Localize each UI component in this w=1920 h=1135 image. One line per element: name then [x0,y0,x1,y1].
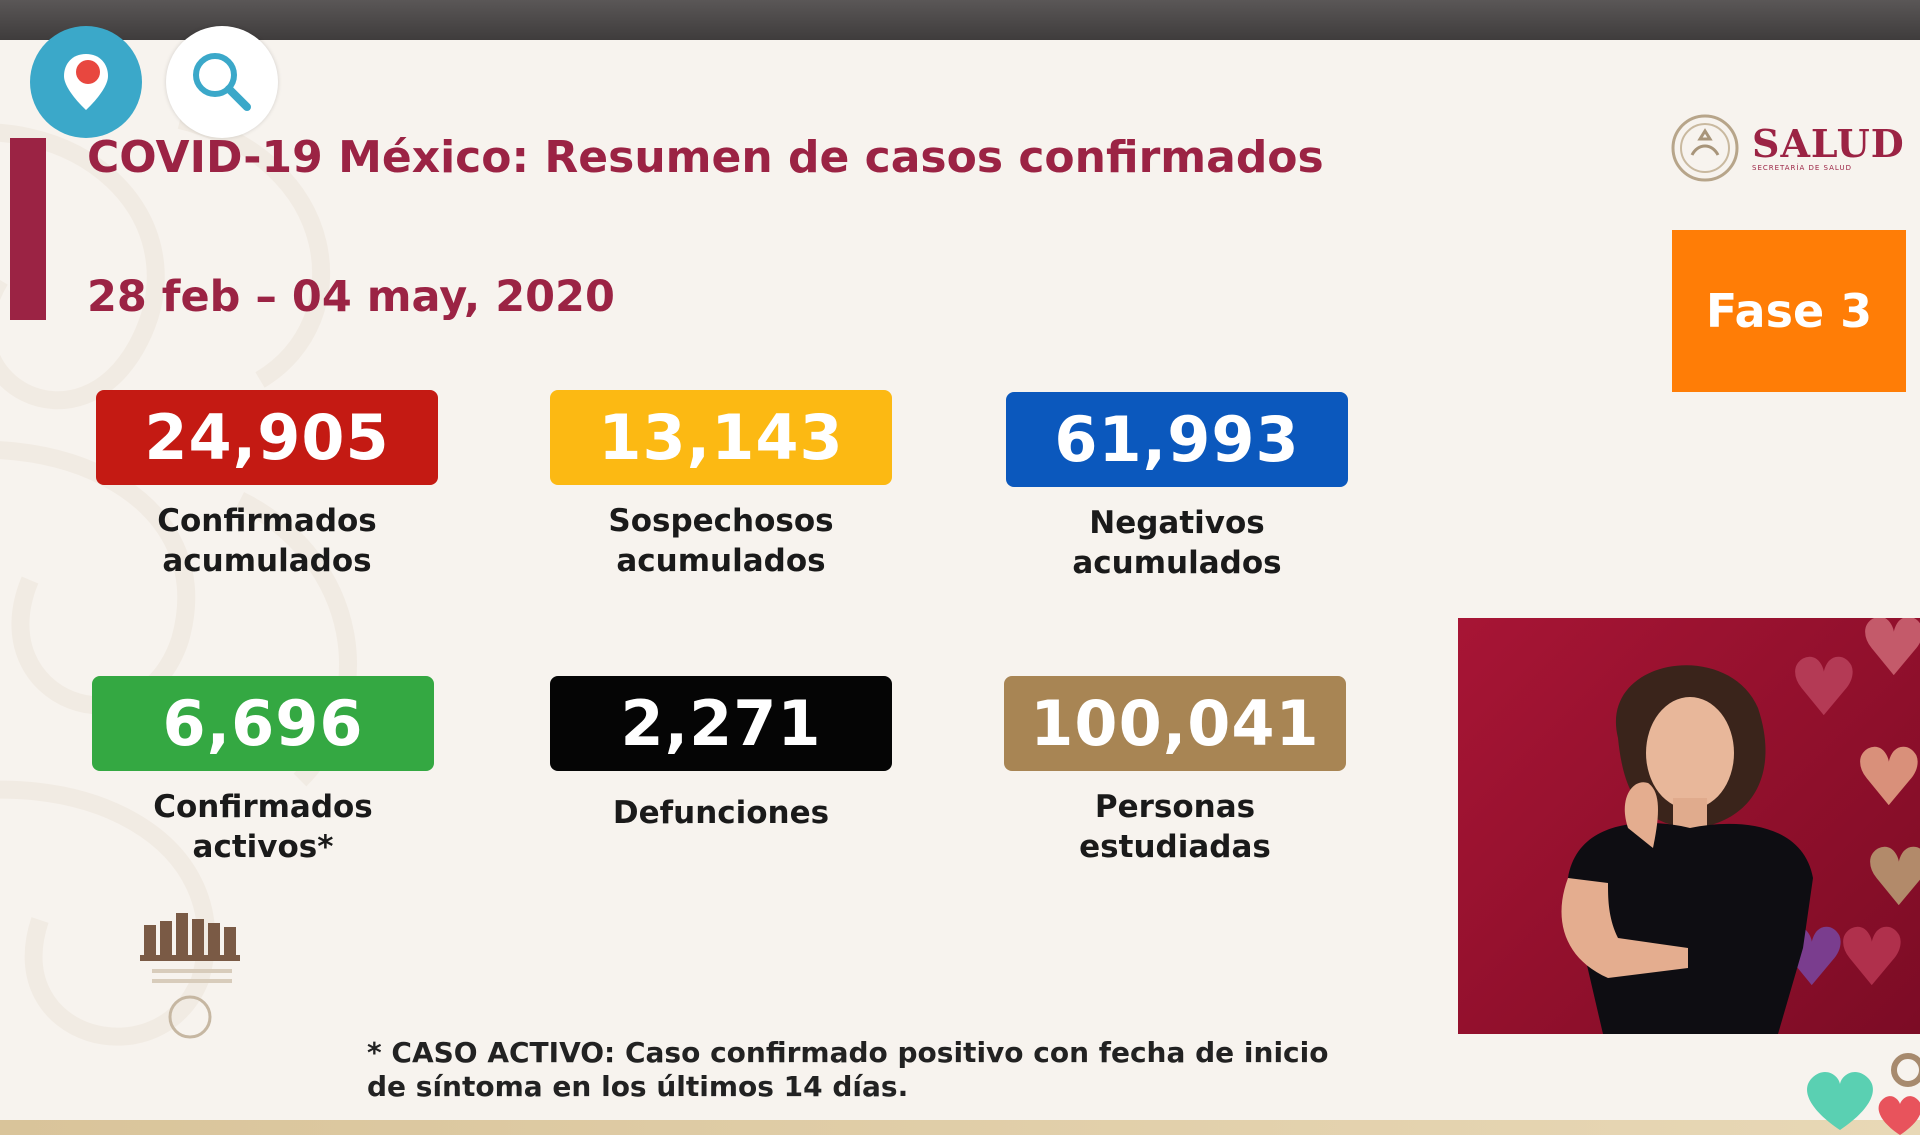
heart-icon: ♥ [1858,618,1920,694]
heart-icon: ♥ [1788,641,1860,734]
salud-logo-subtext: SECRETARÍA DE SALUD [1752,163,1852,172]
salud-logo-text: SALUD [1752,120,1905,166]
heart-icon: ♥ [1853,731,1920,824]
stat-suspected-cumulative: 13,143 Sospechosos acumulados [550,390,892,581]
browser-top-bar [0,0,1920,40]
stat-value: 100,041 [1004,676,1346,771]
mexico-coat-of-arms-icon [1671,114,1739,181]
sign-language-interpreter-video: ♥ ♥ ♥ ♥ ♥ ♥ [1458,618,1920,1034]
salud-logo: SALUD SECRETARÍA DE SALUD [1670,110,1910,185]
stat-people-studied: 100,041 Personas estudiadas [1004,676,1346,867]
stat-label: Sospechosos acumulados [608,503,834,579]
footnote: * CASO ACTIVO: Caso confirmado positivo … [367,1036,1329,1103]
gobierno-de-mexico-emblem [140,913,240,1039]
heart-icon: ♥ [1836,911,1908,1004]
stat-label: Defunciones [612,795,830,831]
slide-bottom-band [0,1120,1920,1135]
search-icon [193,53,251,111]
date-range: 28 feb – 04 may, 2020 [87,272,615,322]
search-button[interactable] [166,26,278,138]
stat-deaths: 2,271 Defunciones [550,676,892,833]
stat-label: Negativos acumulados [1072,505,1282,581]
stat-negative-cumulative: 61,993 Negativos acumulados [1006,392,1348,583]
corner-hearts-decoration [1807,1053,1920,1135]
stat-value: 61,993 [1006,392,1348,487]
stat-value: 24,905 [96,390,438,485]
periscope-pin-icon [64,54,108,110]
title-accent-bar [10,138,46,320]
periscope-button[interactable] [30,26,142,138]
stat-confirmed-active: 6,696 Confirmados activos* [92,676,434,867]
stat-value: 13,143 [550,390,892,485]
phase-badge: Fase 3 [1672,230,1906,392]
stat-value: 6,696 [92,676,434,771]
stat-label: Personas estudiadas [1079,789,1271,865]
slide-title: COVID-19 México: Resumen de casos confir… [87,132,1324,183]
stat-label: Confirmados activos* [153,789,373,865]
presentation-slide [0,40,1920,1135]
stat-confirmed-cumulative: 24,905 Confirmados acumulados [96,390,438,581]
heart-icon: ♥ [1863,831,1920,924]
stat-value: 2,271 [550,676,892,771]
stat-label: Confirmados acumulados [157,503,377,579]
interpreter-figure [1561,665,1813,1034]
